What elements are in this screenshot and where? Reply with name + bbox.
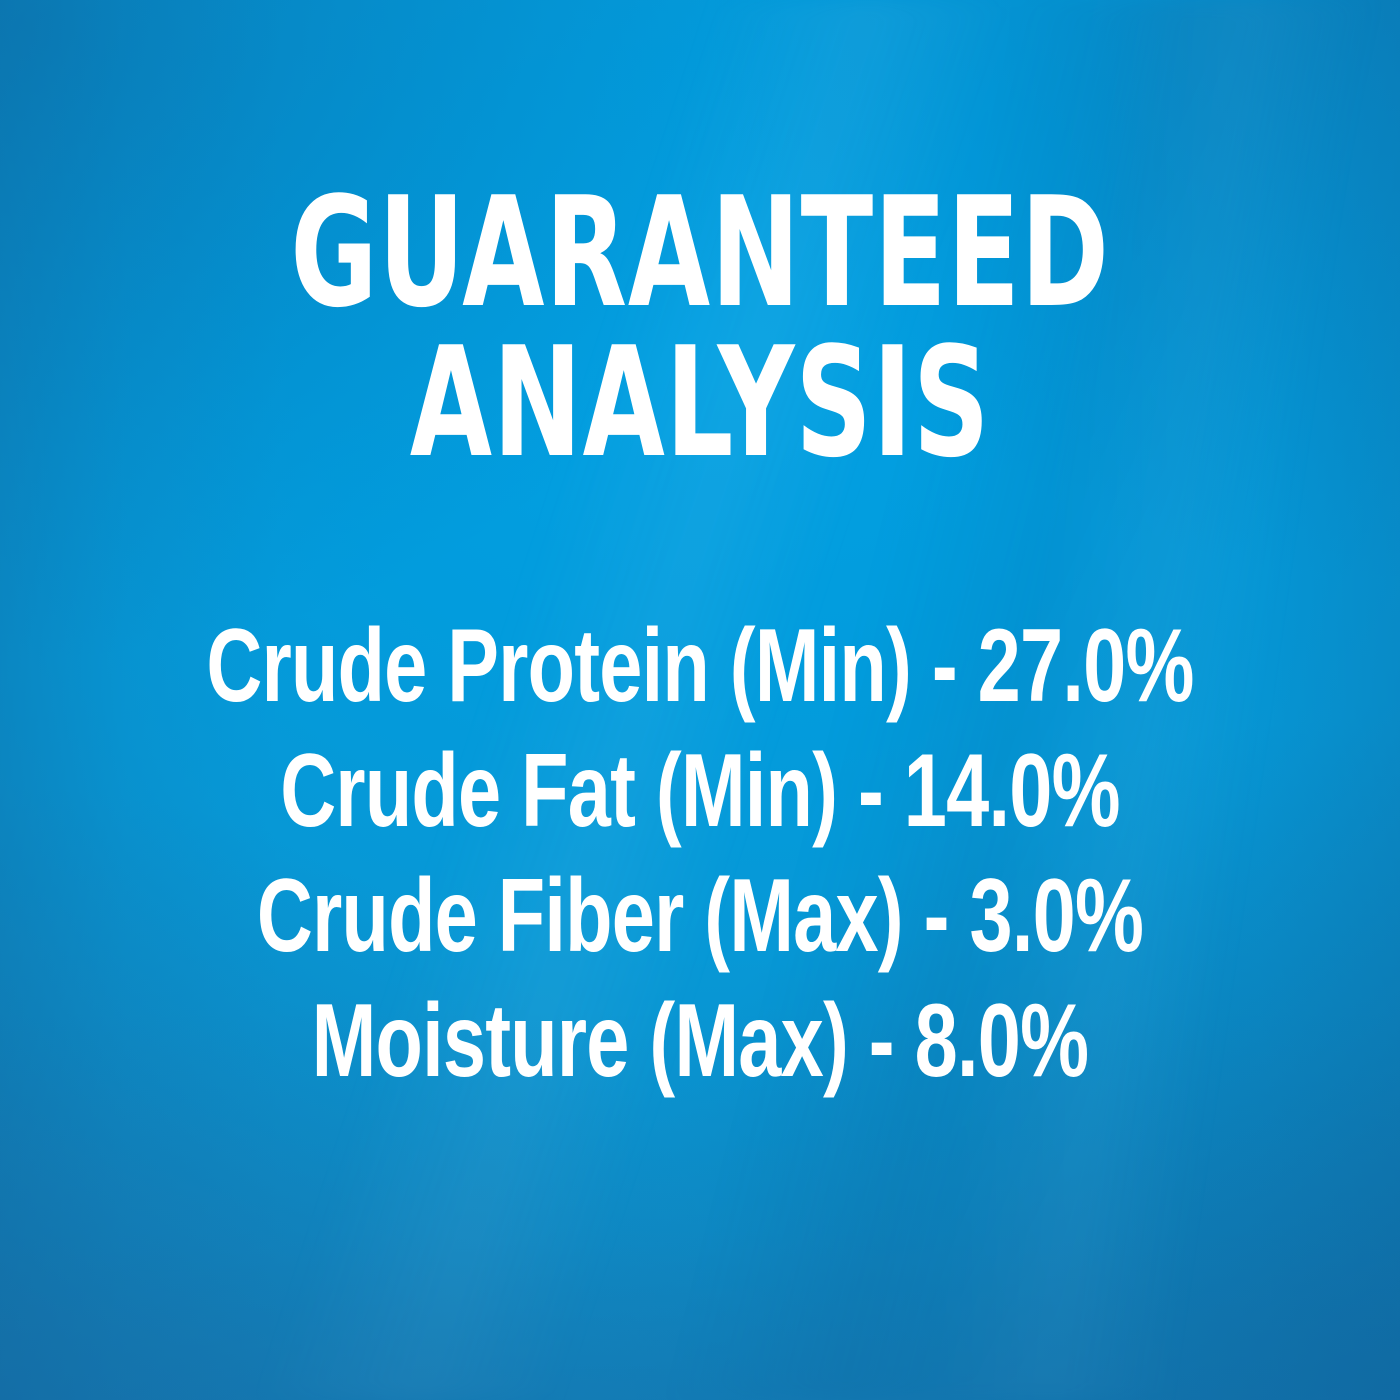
analysis-row-crude-protein: Crude Protein (Min) - 27.0% bbox=[206, 608, 1194, 724]
page-title: GUARANTEED ANALYSIS bbox=[0, 164, 1400, 491]
analysis-row-moisture: Moisture (Max) - 8.0% bbox=[311, 983, 1089, 1099]
page-title-line-2: ANALYSIS bbox=[409, 314, 991, 491]
guaranteed-analysis-list: Crude Protein (Min) - 27.0% Crude Fat (M… bbox=[0, 604, 1400, 1104]
page-title-line-1: GUARANTEED bbox=[290, 164, 1110, 341]
analysis-row-crude-fat: Crude Fat (Min) - 14.0% bbox=[280, 733, 1120, 849]
analysis-row-crude-fiber: Crude Fiber (Max) - 3.0% bbox=[256, 858, 1144, 974]
